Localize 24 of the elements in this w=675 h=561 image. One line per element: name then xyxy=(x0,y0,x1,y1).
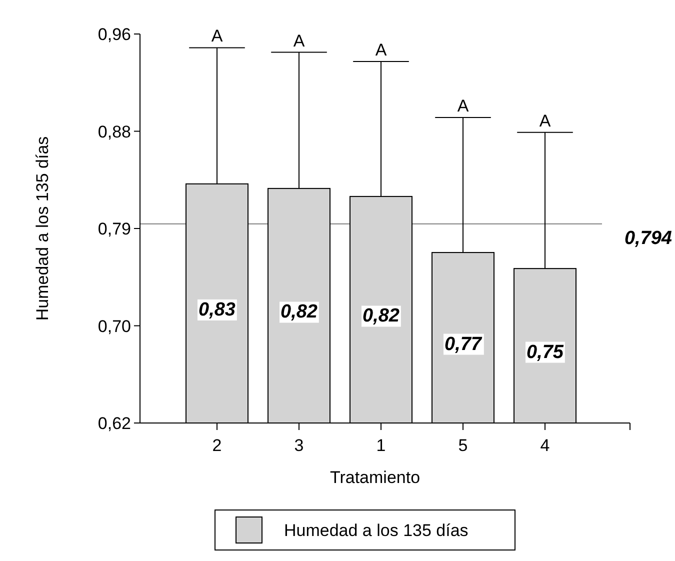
x-tick-label: 1 xyxy=(376,436,386,455)
annotation: A xyxy=(539,111,552,130)
x-tick-label: 4 xyxy=(540,436,550,455)
x-tick-label: 5 xyxy=(458,436,468,455)
data-label: 0,77 xyxy=(444,334,483,355)
x-tick-label: 2 xyxy=(212,436,222,455)
annotation: A xyxy=(457,96,470,116)
annotation: A xyxy=(293,31,306,50)
annotation: A xyxy=(211,26,224,46)
x-tick-label: 3 xyxy=(294,436,304,455)
x-axis-title: Tratamiento xyxy=(330,468,420,487)
data-label: 0,75 xyxy=(526,342,564,363)
data-label: 0,82 xyxy=(280,302,318,323)
legend-label: Humedad a los 135 días xyxy=(284,521,468,540)
ref-line-label: 0,794 xyxy=(624,228,672,249)
y-tick-label: 0,96 xyxy=(98,25,131,44)
y-tick-label: 0,70 xyxy=(98,316,131,336)
y-axis-title: Humedad a los 135 días xyxy=(33,136,52,321)
y-tick-label: 0,79 xyxy=(98,220,131,238)
data-label: 0,83 xyxy=(198,299,236,320)
y-tick-label: 0,88 xyxy=(98,122,131,142)
y-tick-label: 0,62 xyxy=(98,414,131,433)
annotation: A xyxy=(375,40,388,60)
data-label: 0,82 xyxy=(362,306,400,327)
